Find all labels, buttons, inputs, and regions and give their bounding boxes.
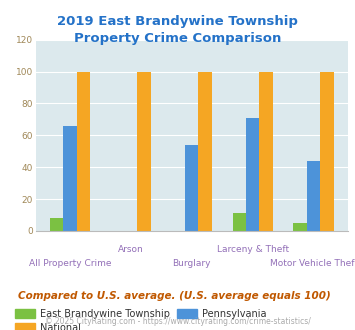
- Bar: [198, 72, 212, 231]
- Bar: [63, 126, 77, 231]
- Bar: [137, 72, 151, 231]
- Bar: [260, 72, 273, 231]
- Text: Larceny & Theft: Larceny & Theft: [217, 245, 289, 254]
- Bar: [50, 218, 63, 231]
- Text: Motor Vehicle Theft: Motor Vehicle Theft: [269, 259, 355, 268]
- Text: Burglary: Burglary: [173, 259, 211, 268]
- Text: Arson: Arson: [118, 245, 144, 254]
- Text: Compared to U.S. average. (U.S. average equals 100): Compared to U.S. average. (U.S. average …: [18, 291, 331, 301]
- Bar: [77, 72, 90, 231]
- Legend: East Brandywine Township, National, Pennsylvania: East Brandywine Township, National, Penn…: [15, 309, 266, 330]
- Text: © 2025 CityRating.com - https://www.cityrating.com/crime-statistics/: © 2025 CityRating.com - https://www.city…: [45, 317, 310, 326]
- Bar: [320, 72, 334, 231]
- Bar: [294, 223, 307, 231]
- Bar: [185, 145, 198, 231]
- Text: All Property Crime: All Property Crime: [28, 259, 111, 268]
- Text: 2019 East Brandywine Township
Property Crime Comparison: 2019 East Brandywine Township Property C…: [57, 15, 298, 45]
- Bar: [233, 214, 246, 231]
- Bar: [307, 161, 320, 231]
- Bar: [246, 118, 260, 231]
